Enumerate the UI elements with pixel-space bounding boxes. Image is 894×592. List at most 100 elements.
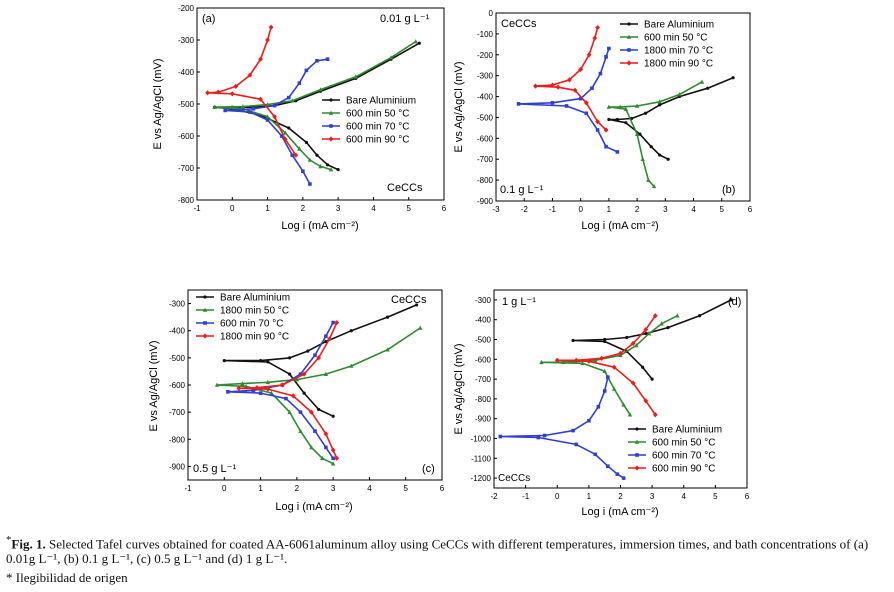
data-point bbox=[265, 114, 270, 119]
x-tick-label: 2 bbox=[301, 204, 306, 213]
data-point bbox=[649, 145, 653, 149]
data-point bbox=[323, 431, 329, 437]
data-point bbox=[638, 132, 642, 136]
data-point bbox=[607, 117, 611, 122]
y-tick-label: -1000 bbox=[471, 435, 492, 444]
data-point bbox=[587, 418, 591, 423]
panel-d-series-3 bbox=[554, 313, 658, 418]
data-point bbox=[258, 56, 263, 62]
data-point bbox=[320, 455, 325, 461]
panel-d-label: (d) bbox=[728, 296, 741, 308]
legend-marker bbox=[634, 439, 640, 444]
legend-label: 1800 min 70 °C bbox=[644, 46, 713, 57]
x-tick-label: -1 bbox=[193, 204, 201, 213]
x-tick-label: 1 bbox=[587, 492, 592, 501]
y-tick-label: -400 bbox=[477, 93, 494, 102]
panel-d-cecc-label: CeCCs bbox=[498, 473, 530, 484]
data-point bbox=[279, 134, 284, 138]
data-point bbox=[282, 136, 288, 142]
data-point bbox=[644, 331, 648, 336]
data-point bbox=[254, 385, 260, 391]
data-point bbox=[533, 83, 538, 89]
data-point bbox=[287, 409, 292, 414]
panel-b-series-3 bbox=[533, 25, 609, 133]
panel-c-series-0 bbox=[222, 303, 419, 418]
legend-item: 1800 min 90 °C bbox=[196, 332, 289, 343]
legibility-note: * Ilegibilidad de origen bbox=[6, 570, 128, 585]
data-point bbox=[599, 355, 604, 361]
data-point bbox=[331, 414, 335, 418]
data-point bbox=[630, 340, 636, 347]
panel-d-series-0 bbox=[571, 298, 733, 381]
legend-marker bbox=[329, 124, 333, 128]
data-point bbox=[283, 130, 288, 135]
y-tick-label: -800 bbox=[475, 395, 492, 404]
x-tick-label: 2 bbox=[618, 492, 623, 501]
data-point bbox=[413, 39, 418, 44]
data-point bbox=[618, 350, 623, 356]
legend-item: 600 min 70 °C bbox=[196, 319, 283, 330]
x-tick-label: 1 bbox=[258, 484, 263, 493]
legend-label: 600 min 90 °C bbox=[652, 464, 715, 475]
data-point bbox=[269, 390, 274, 395]
y-tick-label: 0 bbox=[489, 9, 494, 18]
x-tick-label: 5 bbox=[403, 484, 408, 493]
data-point bbox=[658, 103, 662, 107]
data-point bbox=[279, 382, 285, 388]
data-point bbox=[573, 357, 579, 363]
data-point bbox=[205, 90, 210, 96]
legend-label: Bare Aluminium bbox=[346, 96, 416, 107]
y-tick-label: -1100 bbox=[471, 454, 491, 463]
data-point bbox=[298, 428, 303, 433]
legend-label: 600 min 50 °C bbox=[644, 33, 707, 44]
data-point bbox=[223, 108, 228, 113]
data-point bbox=[603, 339, 607, 344]
panel-b-concentration: 0.1 g L⁻¹ bbox=[500, 184, 543, 196]
data-point bbox=[697, 314, 702, 318]
data-point bbox=[574, 442, 579, 447]
data-point bbox=[666, 326, 670, 330]
legend-label: 600 min 70 °C bbox=[652, 451, 715, 462]
data-point bbox=[302, 391, 306, 395]
y-tick-label: -500 bbox=[477, 113, 494, 122]
y-tick-label: -900 bbox=[477, 197, 494, 206]
legend-item: 600 min 50 °C bbox=[620, 33, 707, 44]
series-line bbox=[534, 27, 607, 131]
legend-item: 600 min 70 °C bbox=[628, 451, 715, 462]
data-point bbox=[586, 358, 592, 364]
data-point bbox=[641, 365, 645, 369]
series-line bbox=[572, 299, 732, 380]
panel-a-cecc-label: CeCCs bbox=[387, 182, 423, 194]
legend-label: 1800 min 50 °C bbox=[220, 306, 289, 317]
y-tick-label: -700 bbox=[169, 408, 186, 417]
data-point bbox=[615, 472, 620, 476]
legend-item: Bare Aluminium bbox=[196, 293, 290, 304]
legend-label: 1800 min 90 °C bbox=[220, 332, 289, 343]
data-point bbox=[634, 343, 639, 348]
data-point bbox=[325, 163, 330, 167]
x-tick-label: 1 bbox=[265, 204, 270, 213]
data-point bbox=[561, 359, 566, 365]
data-point bbox=[566, 77, 572, 83]
y-tick-label: -300 bbox=[169, 300, 186, 309]
data-point bbox=[578, 96, 583, 101]
data-point bbox=[215, 89, 221, 95]
y-tick-label: -400 bbox=[169, 327, 186, 336]
panel-b-series-0 bbox=[607, 76, 735, 161]
data-point bbox=[652, 412, 658, 418]
data-point bbox=[617, 104, 623, 109]
data-point bbox=[604, 55, 608, 59]
y-tick-label: -200 bbox=[477, 51, 494, 60]
data-point bbox=[240, 104, 246, 109]
data-point bbox=[621, 402, 626, 407]
data-point bbox=[222, 358, 226, 363]
panel-a-concentration: 0.01 g L⁻¹ bbox=[380, 13, 430, 25]
data-point bbox=[385, 315, 390, 319]
panel-a-ylabel: E vs Ag/AgCl (mV) bbox=[152, 58, 164, 149]
data-point bbox=[651, 183, 657, 189]
data-point bbox=[593, 357, 598, 363]
data-point bbox=[258, 96, 263, 102]
y-tick-label: -300 bbox=[178, 36, 195, 45]
data-point bbox=[272, 103, 277, 108]
panel-b: -3 -2 -1 0 1 2 3 4 5 6 -900 -800 -700 -600 -500 -400 -30… bbox=[453, 9, 753, 232]
